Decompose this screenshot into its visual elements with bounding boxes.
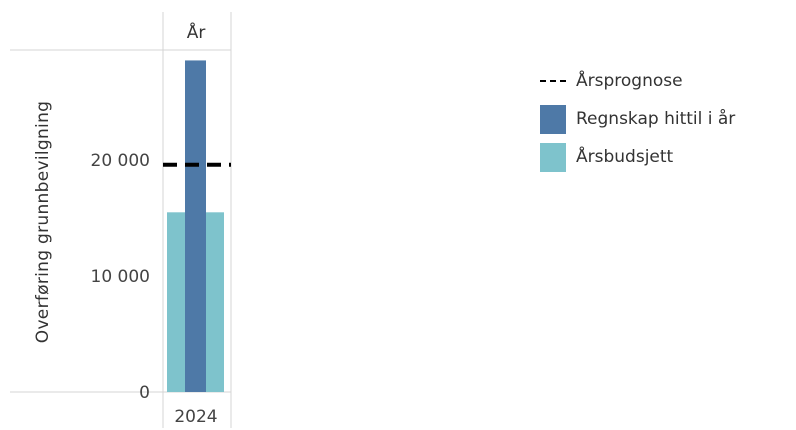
y-tick-label-2: 20 000	[91, 151, 150, 171]
column-header-label: År	[187, 21, 206, 43]
chart-legend: Årsprognose Regnskap hittil i år Årsbudsje…	[540, 62, 735, 176]
legend-label: Årsprognose	[576, 71, 683, 91]
y-axis-title: Overføring grunnbevilgning	[33, 101, 53, 343]
bar-regnskap-2024	[185, 60, 206, 392]
y-tick-label-0: 0	[139, 383, 150, 403]
x-tick-label-0: 2024	[174, 407, 217, 427]
legend-label: Regnskap hittil i år	[576, 109, 736, 129]
legend-color-swatch	[540, 104, 566, 134]
legend-item-1: Regnskap hittil i år	[540, 100, 735, 138]
legend-dash-marker	[540, 80, 566, 82]
y-tick-labels: 0 10 000 20 000	[91, 151, 150, 403]
legend-item-2: Årsbudsjett	[540, 138, 735, 176]
y-tick-label-1: 10 000	[91, 267, 150, 287]
legend-color-swatch	[540, 142, 566, 172]
bar-series	[167, 60, 224, 392]
legend-item-0: Årsprognose	[540, 62, 735, 100]
legend-label: Årsbudsjett	[576, 147, 674, 167]
x-tick-labels: 2024	[174, 407, 217, 427]
